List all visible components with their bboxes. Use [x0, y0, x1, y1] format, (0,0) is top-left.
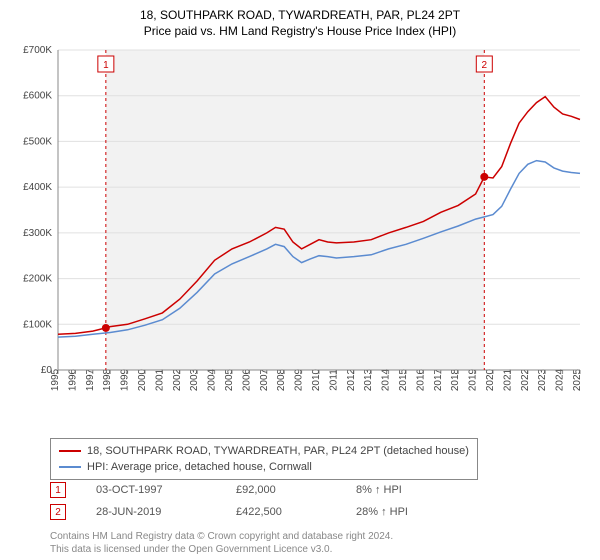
y-tick-label: £600K: [23, 91, 52, 102]
sale-price: £92,000: [236, 484, 326, 496]
x-tick-label: 2014: [381, 368, 392, 391]
sale-row: 1 03-OCT-1997 £92,000 8% ↑ HPI: [50, 482, 402, 498]
sale-marker-badge: 2: [50, 504, 66, 520]
sale-date: 03-OCT-1997: [96, 484, 206, 496]
y-tick-label: £200K: [23, 274, 52, 285]
x-tick-label: 2015: [398, 368, 409, 391]
x-tick-label: 2020: [485, 368, 496, 391]
x-tick-label: 2010: [311, 368, 322, 391]
attribution-line1: Contains HM Land Registry data © Crown c…: [50, 530, 393, 543]
x-tick-label: 2003: [189, 368, 200, 391]
legend-swatch: [59, 466, 81, 468]
y-tick-label: £700K: [23, 45, 52, 56]
legend-swatch: [59, 450, 81, 452]
legend-item: 18, SOUTHPARK ROAD, TYWARDREATH, PAR, PL…: [59, 443, 469, 459]
x-tick-label: 1999: [120, 368, 131, 391]
legend-label: 18, SOUTHPARK ROAD, TYWARDREATH, PAR, PL…: [87, 443, 469, 459]
legend-item: HPI: Average price, detached house, Corn…: [59, 459, 469, 475]
x-tick-label: 2013: [363, 368, 374, 391]
x-tick-label: 1998: [102, 368, 113, 391]
x-tick-label: 1995: [50, 368, 61, 391]
x-tick-label: 2021: [502, 368, 513, 391]
x-tick-label: 2009: [294, 368, 305, 391]
attribution: Contains HM Land Registry data © Crown c…: [50, 530, 393, 556]
sale-row: 2 28-JUN-2019 £422,500 28% ↑ HPI: [50, 504, 408, 520]
shaded-range: [106, 50, 484, 370]
sale-marker-label: 2: [482, 60, 488, 71]
x-tick-label: 2023: [537, 368, 548, 391]
x-tick-label: 2005: [224, 368, 235, 391]
y-tick-label: £400K: [23, 182, 52, 193]
sale-marker-label: 1: [103, 60, 109, 71]
x-tick-label: 2007: [259, 368, 270, 391]
legend: 18, SOUTHPARK ROAD, TYWARDREATH, PAR, PL…: [50, 438, 478, 480]
sale-vs-hpi: 28% ↑ HPI: [356, 506, 408, 518]
x-tick-label: 2012: [346, 368, 357, 391]
y-tick-label: £500K: [23, 136, 52, 147]
x-tick-label: 2000: [137, 368, 148, 391]
y-tick-label: £300K: [23, 228, 52, 239]
x-tick-label: 2019: [468, 368, 479, 391]
chart-title: 18, SOUTHPARK ROAD, TYWARDREATH, PAR, PL…: [0, 8, 600, 22]
sale-date: 28-JUN-2019: [96, 506, 206, 518]
x-tick-label: 2022: [520, 368, 531, 391]
x-tick-label: 2002: [172, 368, 183, 391]
sale-point: [480, 173, 488, 181]
sale-point: [102, 324, 110, 332]
x-tick-label: 2017: [433, 368, 444, 391]
price-chart: £0£100K£200K£300K£400K£500K£600K£700K199…: [0, 40, 600, 400]
x-tick-label: 2004: [207, 368, 218, 391]
x-tick-label: 2018: [450, 368, 461, 391]
x-tick-label: 2008: [276, 368, 287, 391]
legend-label: HPI: Average price, detached house, Corn…: [87, 459, 312, 475]
chart-subtitle: Price paid vs. HM Land Registry's House …: [0, 24, 600, 38]
sale-marker-badge: 1: [50, 482, 66, 498]
x-tick-label: 2001: [154, 368, 165, 391]
x-tick-label: 2006: [241, 368, 252, 391]
x-tick-label: 2016: [415, 368, 426, 391]
x-tick-label: 2025: [572, 368, 583, 391]
attribution-line2: This data is licensed under the Open Gov…: [50, 543, 393, 556]
sale-price: £422,500: [236, 506, 326, 518]
x-tick-label: 2024: [555, 368, 566, 391]
chart-title-block: 18, SOUTHPARK ROAD, TYWARDREATH, PAR, PL…: [0, 0, 600, 38]
x-tick-label: 1996: [67, 368, 78, 391]
y-tick-label: £100K: [23, 319, 52, 330]
x-tick-label: 1997: [85, 368, 96, 391]
sale-vs-hpi: 8% ↑ HPI: [356, 484, 402, 496]
x-tick-label: 2011: [328, 369, 339, 391]
